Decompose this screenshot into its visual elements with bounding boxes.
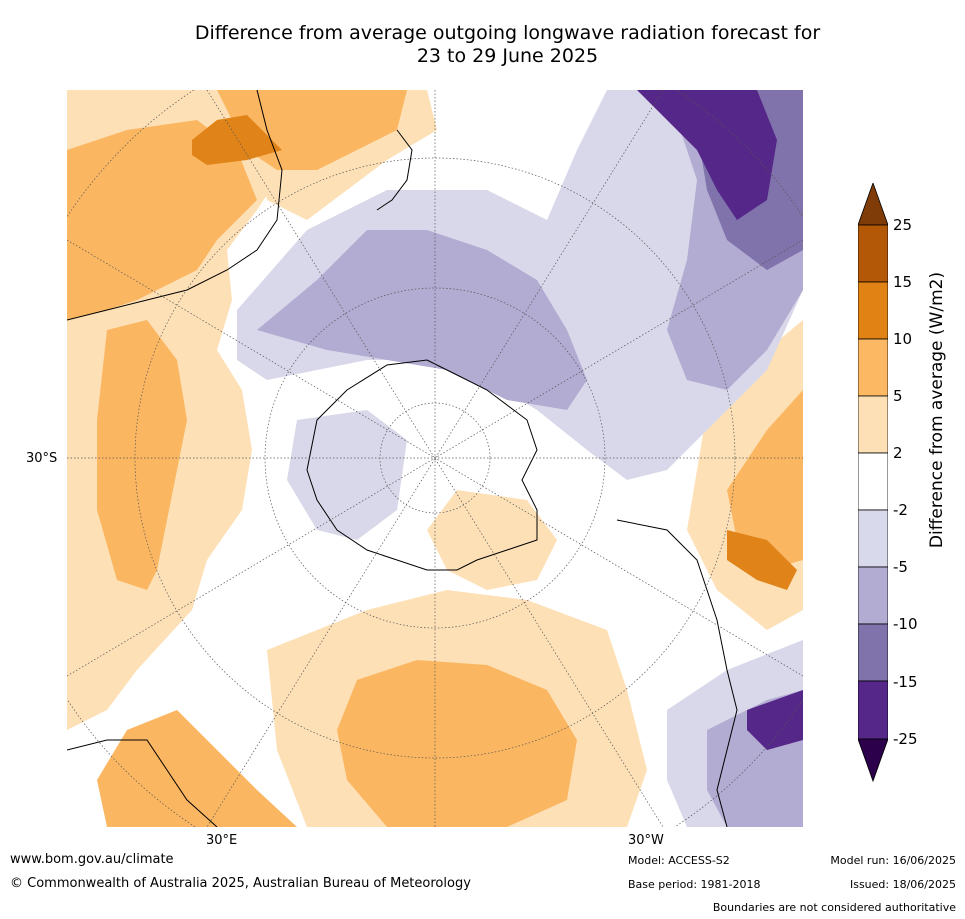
colorbar-bin-5-10: [858, 338, 888, 397]
colorbar-extend-bottom: [858, 738, 888, 783]
colorbar-bin-neg2-2: [858, 452, 888, 511]
colorbar-bin-neg25-neg15: [858, 680, 888, 740]
anomaly-region-pos-north-peak: [192, 115, 282, 165]
colorbar-tick-15: 15: [893, 273, 913, 291]
map-panel[interactable]: [67, 90, 803, 827]
chart-title: Difference from average outgoing longwav…: [90, 22, 925, 68]
colorbar-tick-25: 25: [893, 216, 913, 234]
anomaly-region-neg-central-strong: [257, 230, 587, 410]
polar-map: [67, 90, 803, 827]
graticule: [67, 90, 803, 827]
anomaly-region-pos-atlantic-strong: [727, 390, 803, 570]
footer-base-period: Base period: 1981-2018: [628, 878, 761, 891]
footer-copyright: © Commonwealth of Australia 2025, Austra…: [10, 876, 471, 891]
title-line-2: 23 to 29 June 2025: [416, 45, 599, 67]
colorbar-tick-neg25: -25: [893, 730, 918, 748]
anomaly-region-neg-east-peak: [637, 90, 777, 220]
anomaly-region-neg-southeast-peak: [747, 690, 803, 750]
colorbar-tick-neg2: -2: [893, 501, 908, 519]
footer-model-run: Model run: 16/06/2025: [830, 854, 956, 867]
colorbar-bin-neg15-neg10: [858, 623, 888, 682]
anomaly-region-pos-atlantic-peak: [727, 530, 797, 590]
colorbar-title: Difference from average (W/m2): [927, 271, 947, 549]
anomaly-region-pos-west-strong-2: [97, 320, 187, 590]
antarctica-outline: [306, 359, 538, 571]
colorbar-tick-5: 5: [893, 387, 903, 405]
footer-model: Model: ACCESS-S2: [628, 854, 730, 867]
lon-label-30w: 30°W: [628, 833, 664, 848]
colorbar-tick-neg15: -15: [893, 673, 918, 691]
anomaly-region-pos-west-strong: [67, 120, 257, 320]
south-america-outline: [616, 519, 738, 827]
colorbar-tick-10: 10: [893, 330, 913, 348]
anomaly-region-pos-south-strong: [337, 660, 577, 827]
africa-outline: [67, 739, 218, 827]
colorbar: [858, 183, 888, 783]
australia-outline: [67, 90, 283, 321]
new-zealand-outline: [376, 129, 413, 211]
lat-label-30s: 30°S: [26, 451, 58, 466]
colorbar-extend-top: [858, 183, 888, 226]
footer-issued: Issued: 18/06/2025: [849, 878, 956, 891]
colorbar-bin-neg10-neg5: [858, 566, 888, 625]
footer-disclaimer: Boundaries are not considered authoritat…: [712, 901, 956, 914]
colorbar-tick-neg10: -10: [893, 615, 918, 633]
colorbar-bin-10-15: [858, 281, 888, 340]
colorbar-tick-2: 2: [893, 444, 903, 462]
lon-label-30e: 30°E: [206, 833, 238, 848]
colorbar-bin-neg5-neg2: [858, 509, 888, 568]
colorbar-bin-15-25: [858, 224, 888, 283]
title-line-1: Difference from average outgoing longwav…: [194, 22, 821, 44]
footer-url[interactable]: www.bom.gov.au/climate: [10, 852, 174, 867]
colorbar-tick-neg5: -5: [893, 558, 908, 576]
colorbar-bin-2-5: [858, 395, 888, 454]
anomaly-region-pos-ross: [427, 490, 557, 590]
anomaly-region-neg-antarctic: [287, 410, 407, 540]
anomaly-region-pos-southwest: [97, 710, 297, 827]
